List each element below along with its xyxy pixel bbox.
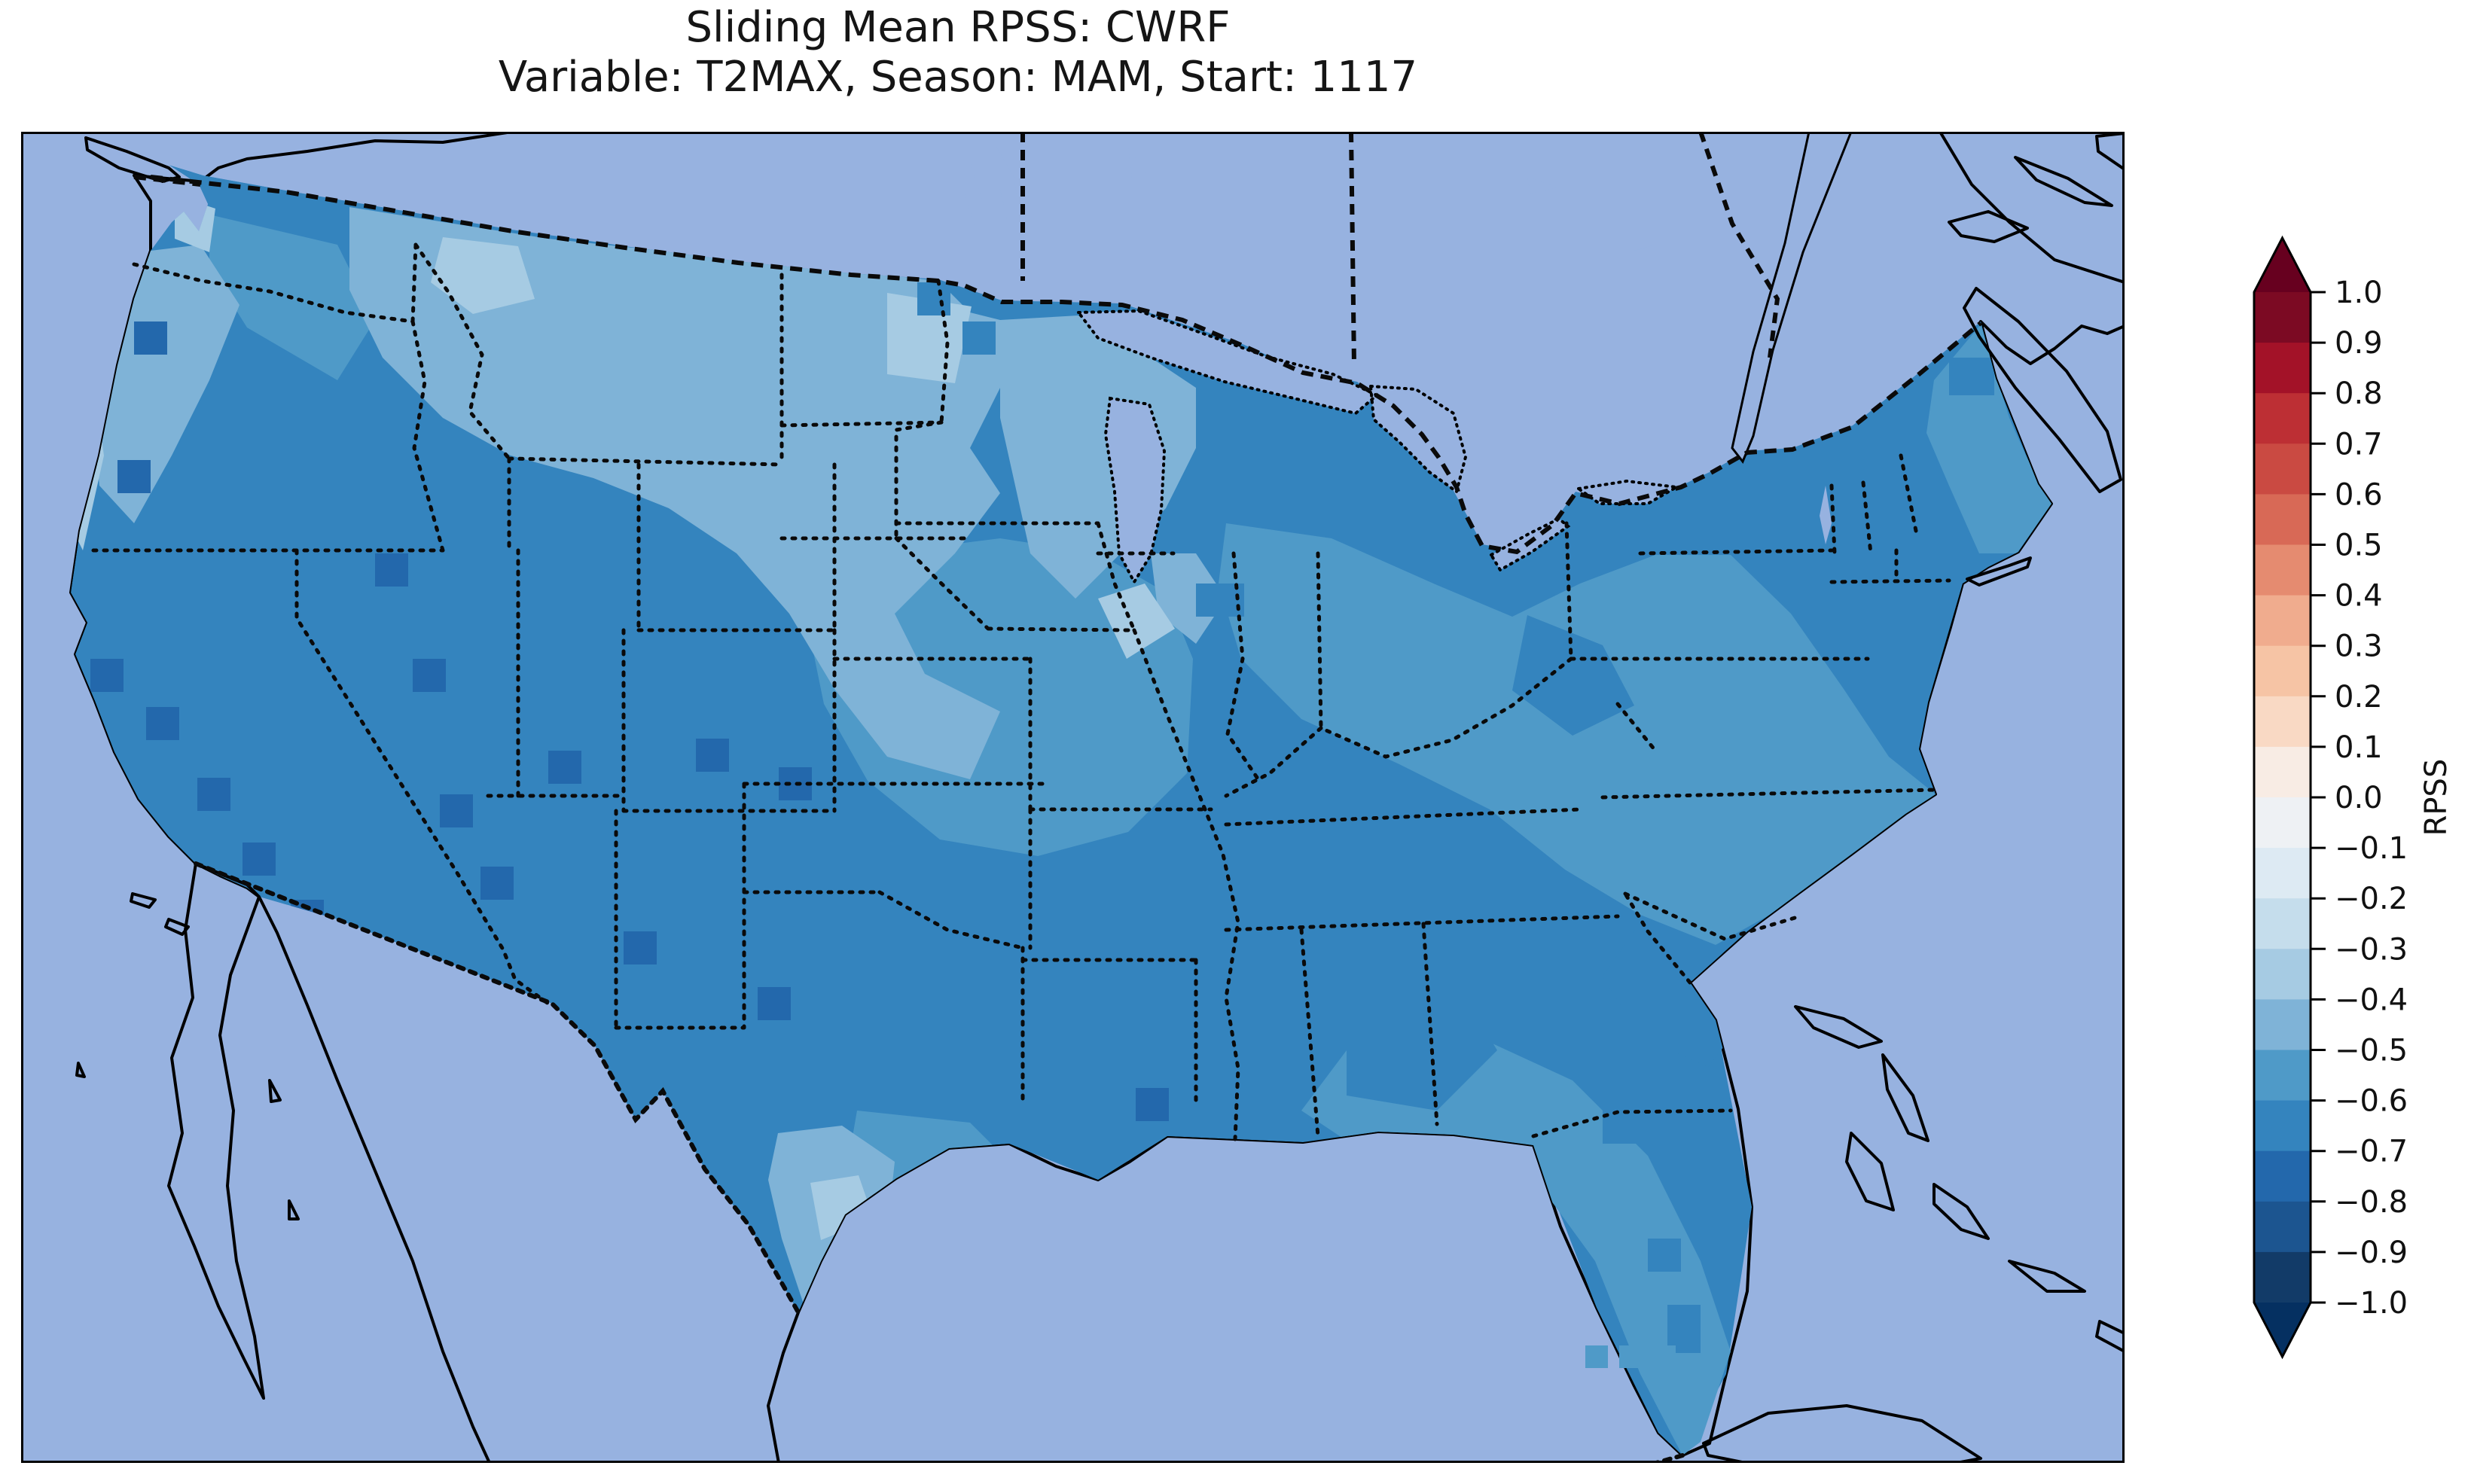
map-frame [21, 132, 2125, 1463]
colorbar-tick-label: 0.3 [2335, 629, 2383, 664]
colorbar-segments [2254, 292, 2311, 1303]
colorbar-segment [2254, 544, 2311, 596]
st-lawrence-river [1731, 132, 1853, 464]
colorbar-tick-label: −0.6 [2335, 1084, 2408, 1119]
map-panel [21, 132, 2125, 1463]
colorbar-segment [2254, 1251, 2311, 1303]
colorbar-tick-label: −1.0 [2335, 1286, 2408, 1321]
colorbar: 1.0 0.9 0.8 0.7 0.6 0.5 0.4 0.3 0.2 0.1 0.0 −0.1 −0.… [2253, 235, 2408, 1360]
colorbar-tick-label: −0.8 [2335, 1185, 2408, 1220]
colorbar-segment [2254, 1150, 2311, 1202]
colorbar-tick-label: −0.2 [2335, 882, 2408, 916]
title-line-1: Sliding Mean RPSS: CWRF [685, 3, 1231, 52]
figure-title: Sliding Mean RPSS: CWRF Variable: T2MAX,… [0, 3, 1916, 102]
colorbar-segment [2254, 494, 2311, 546]
title-line-2: Variable: T2MAX, Season: MAM, Start: 111… [498, 53, 1418, 102]
colorbar-segment [2254, 595, 2311, 647]
colorbar-segment [2254, 393, 2311, 445]
colorbar-tick-label: 0.4 [2335, 579, 2383, 614]
colorbar-segment [2254, 343, 2311, 394]
state-border-lines [91, 242, 1951, 1141]
canada-province-borders [1020, 132, 1780, 366]
mexico-border-line [194, 861, 1685, 1463]
colorbar-segment [2254, 645, 2311, 697]
colorbar-tick-label: −0.3 [2335, 932, 2408, 967]
colorbar-segment [2254, 1100, 2311, 1152]
colorbar-tick-label: 0.9 [2335, 326, 2383, 361]
colorbar-segment [2254, 696, 2311, 748]
colorbar-segment [2254, 797, 2311, 849]
colorbar-ticks: 1.0 0.9 0.8 0.7 0.6 0.5 0.4 0.3 0.2 0.1 0.0 −0.1 −0.… [2311, 276, 2408, 1321]
colorbar-segment [2254, 292, 2311, 343]
rpss-cells-minus07 [90, 321, 1169, 1121]
colorbar-tick-label: −0.4 [2335, 983, 2408, 1017]
canada-border-line [133, 175, 1982, 555]
colorbar-tick-label: 1.0 [2335, 276, 2383, 310]
colorbar-segment [2254, 999, 2311, 1051]
rpss-patch-minus05 [209, 215, 2051, 1455]
colorbar-segment [2254, 848, 2311, 899]
colorbar-tick-label: 0.8 [2335, 376, 2383, 411]
colorbar-segment [2254, 1201, 2311, 1253]
colorbar-tick-label: 0.6 [2335, 477, 2383, 512]
colorbar-segment [2254, 746, 2311, 798]
colorbar-tick-label: 0.0 [2335, 781, 2383, 815]
colorbar-tick-label: 0.2 [2335, 680, 2383, 715]
colorbar-axis-label: RPSS [2419, 758, 2454, 836]
colorbar-tick-label: −0.1 [2335, 831, 2408, 866]
rpss-patch-minus04 [96, 207, 1226, 1306]
colorbar-under-arrow [2254, 1303, 2311, 1357]
colorbar-tick-label: −0.9 [2335, 1236, 2408, 1270]
colorbar-segment [2254, 443, 2311, 495]
colorbar-over-arrow [2254, 238, 2311, 292]
colorbar-tick-label: 0.5 [2335, 529, 2383, 563]
colorbar-segment [2254, 898, 2311, 950]
colorbar-tick-label: −0.7 [2335, 1135, 2408, 1169]
rpss-cells-florida-keys [1585, 1345, 1676, 1368]
colorbar-segment [2254, 949, 2311, 1001]
colorbar-tick-label: 0.7 [2335, 427, 2383, 462]
colorbar-tick-label: 0.1 [2335, 730, 2383, 765]
colorbar-segment [2254, 1050, 2311, 1102]
colorbar-tick-label: −0.5 [2335, 1034, 2408, 1068]
